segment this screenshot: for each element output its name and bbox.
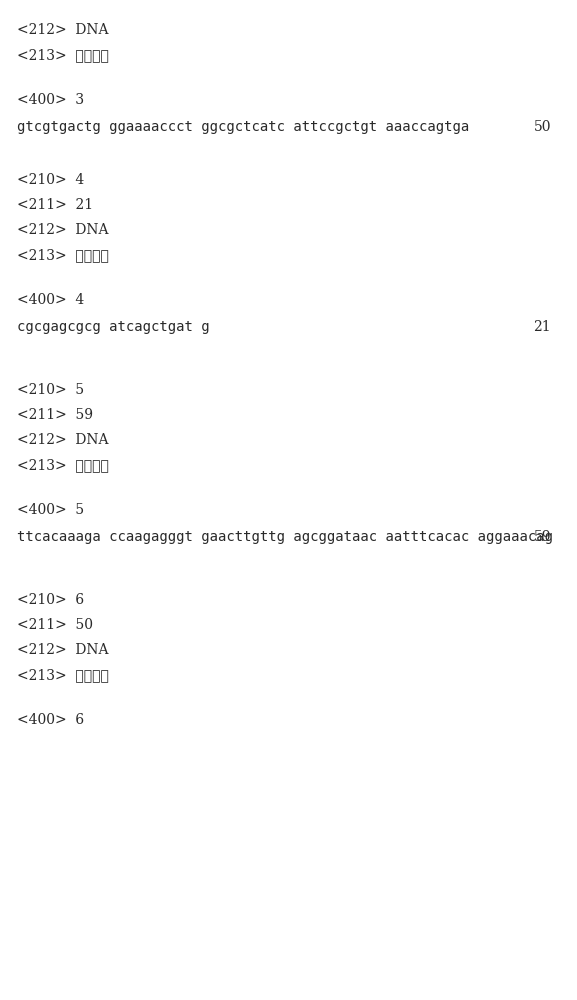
Text: <213>  人工序列: <213> 人工序列 xyxy=(17,48,109,62)
Text: <211>  59: <211> 59 xyxy=(17,408,93,422)
Text: 21: 21 xyxy=(533,320,551,334)
Text: gtcgtgactg ggaaaaccct ggcgctcatc attccgctgt aaaccagtga: gtcgtgactg ggaaaaccct ggcgctcatc attccgc… xyxy=(17,120,470,134)
Text: <210>  4: <210> 4 xyxy=(17,173,85,187)
Text: <213>  人工序列: <213> 人工序列 xyxy=(17,248,109,262)
Text: <211>  50: <211> 50 xyxy=(17,618,93,632)
Text: <212>  DNA: <212> DNA xyxy=(17,23,109,37)
Text: <210>  5: <210> 5 xyxy=(17,383,84,397)
Text: <400>  4: <400> 4 xyxy=(17,293,85,307)
Text: <400>  3: <400> 3 xyxy=(17,93,84,107)
Text: <212>  DNA: <212> DNA xyxy=(17,643,109,657)
Text: <213>  人工序列: <213> 人工序列 xyxy=(17,458,109,472)
Text: <400>  6: <400> 6 xyxy=(17,713,84,727)
Text: <212>  DNA: <212> DNA xyxy=(17,433,109,447)
Text: ttcacaaaga ccaagagggt gaacttgttg agcggataac aatttcacac aggaaacag: ttcacaaaga ccaagagggt gaacttgttg agcggat… xyxy=(17,530,553,544)
Text: <211>  21: <211> 21 xyxy=(17,198,93,212)
Text: <213>  人工序列: <213> 人工序列 xyxy=(17,668,109,682)
Text: cgcgagcgcg atcagctgat g: cgcgagcgcg atcagctgat g xyxy=(17,320,210,334)
Text: 59: 59 xyxy=(534,530,551,544)
Text: <212>  DNA: <212> DNA xyxy=(17,223,109,237)
Text: <400>  5: <400> 5 xyxy=(17,503,84,517)
Text: <210>  6: <210> 6 xyxy=(17,593,84,607)
Text: 50: 50 xyxy=(534,120,551,134)
